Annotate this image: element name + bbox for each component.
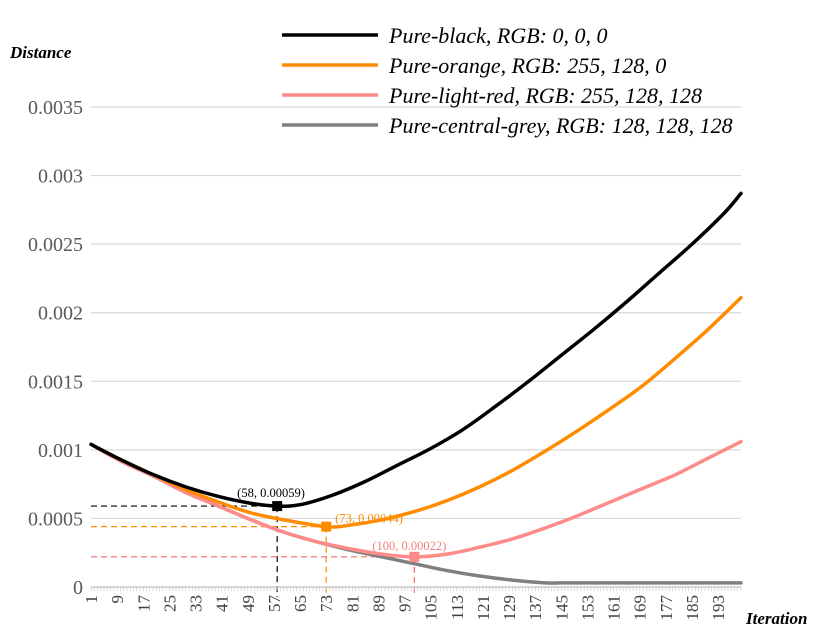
x-tick-label: 145	[552, 595, 571, 621]
y-tick-label: 0	[73, 577, 83, 599]
series-line-pure-orange	[89, 295, 743, 529]
series-lines	[89, 191, 743, 585]
annotation-marker	[321, 521, 332, 532]
x-tick-label: 9	[108, 595, 127, 604]
x-tick-label: 89	[369, 595, 388, 612]
gridlines	[91, 106, 741, 520]
x-tick-label: 185	[683, 595, 702, 621]
x-tick-label: 161	[605, 595, 624, 621]
annotation-label: (58, 0.00059)	[237, 486, 305, 500]
x-tick-label: 153	[578, 595, 597, 621]
annotation-label: (73, 0.00044)	[335, 512, 403, 526]
legend-label-pure-orange: Pure-orange, RGB: 255, 128, 0	[388, 53, 666, 78]
x-tick-label: 193	[709, 595, 728, 621]
legend-label-pure-black: Pure-black, RGB: 0, 0, 0	[388, 23, 608, 48]
x-tick-label: 41	[213, 595, 232, 612]
y-tick-label: 0.0035	[28, 97, 83, 119]
x-tick-label: 81	[343, 595, 362, 612]
x-tick-label: 105	[422, 595, 441, 621]
x-tick-label: 33	[187, 595, 206, 612]
y-tick-label: 0.001	[38, 440, 83, 462]
x-tick-label: 73	[317, 595, 336, 612]
x-tick-label: 121	[474, 595, 493, 621]
y-tick-label: 0.0015	[28, 371, 83, 393]
x-tick-label: 25	[160, 595, 179, 612]
x-tick-label: 137	[526, 595, 545, 621]
annotation-label: (100, 0.00022)	[372, 539, 446, 553]
annotation-markers: (58, 0.00059) (73, 0.00044) (100, 0.00022)	[237, 486, 446, 562]
series-line-pure-central-grey	[89, 442, 743, 585]
y-tick-label: 0.0005	[28, 508, 83, 530]
x-tick-label: 177	[657, 595, 676, 621]
x-tick-label: 97	[396, 595, 415, 613]
axes: 0 0.0005 0.001 0.0015 0.002 0.0025 0.003 0.0035…	[28, 97, 742, 621]
annotation-marker	[409, 551, 420, 562]
x-tick-label: 65	[291, 595, 310, 612]
legend-label-pure-central-grey: Pure-central-grey, RGB: 128, 128, 128	[388, 113, 733, 138]
legend-label-pure-light-red: Pure-light-red, RGB: 255, 128, 128	[388, 83, 702, 108]
x-tick-label: 113	[448, 595, 467, 620]
x-tick-label: 57	[265, 595, 284, 613]
x-tick-label: 17	[134, 595, 153, 613]
y-tick-label: 0.0025	[28, 234, 83, 256]
x-axis-title: Iteration	[745, 609, 807, 628]
y-tick-label: 0.003	[38, 166, 83, 188]
x-tick-label: 49	[239, 595, 258, 612]
y-tick-label: 0.002	[38, 303, 83, 325]
y-axis-title: Distance	[9, 43, 72, 62]
series-line-pure-black	[89, 191, 743, 508]
annotation-marker	[272, 501, 283, 512]
x-tick-label: 129	[500, 595, 519, 621]
x-tick-label: 1	[82, 595, 101, 604]
legend: Pure-black, RGB: 0, 0, 0 Pure-orange, RGB…	[282, 23, 733, 138]
x-tick-label: 169	[631, 595, 650, 621]
